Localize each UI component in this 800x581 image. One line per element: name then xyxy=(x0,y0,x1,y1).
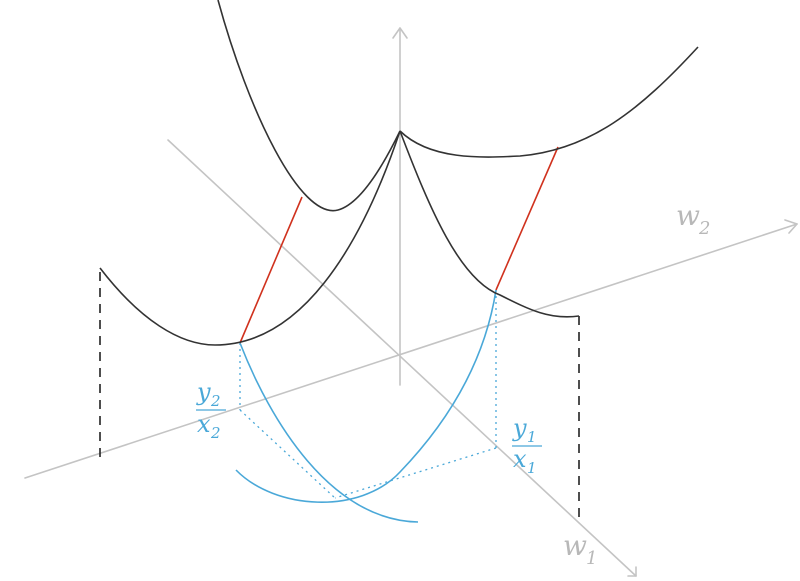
w2-axis xyxy=(24,223,798,479)
blue-parabola-2 xyxy=(235,289,497,503)
ratio-left-numerator-sub: 2 xyxy=(210,392,221,410)
residual-line-right xyxy=(495,146,559,291)
surface-back-right xyxy=(399,46,699,158)
w2-label-base: w xyxy=(676,199,700,232)
w1-label: w 1 xyxy=(563,529,597,569)
w2-label-sub: 2 xyxy=(698,218,710,239)
surface-front-right xyxy=(399,130,580,318)
surface-front-left xyxy=(99,130,401,346)
surface-back-left xyxy=(217,0,401,212)
ratio-right-denominator: x xyxy=(513,445,527,473)
w2-axis-arrowhead xyxy=(784,219,798,234)
w2-label: w 2 xyxy=(676,199,710,239)
ratio-right-numerator-sub: 1 xyxy=(527,428,537,446)
w1-label-base: w xyxy=(563,529,587,562)
ratio-label-left: y 2 x 2 xyxy=(196,378,226,442)
ratio-label-right: y 1 x 1 xyxy=(512,414,542,477)
ratio-left-denominator: x xyxy=(197,410,211,438)
vertical-axis-arrowhead xyxy=(392,27,408,39)
projection-floor-right xyxy=(334,447,497,499)
ratio-left-numerator: y xyxy=(196,378,211,406)
residual-line-left xyxy=(239,196,303,344)
w1-axis xyxy=(167,139,637,577)
ratio-left-denominator-sub: 2 xyxy=(210,424,221,442)
ratio-right-denominator-sub: 1 xyxy=(527,459,537,477)
blue-parabola-1 xyxy=(239,342,419,523)
ratio-right-numerator: y xyxy=(512,414,527,442)
w1-label-sub: 1 xyxy=(586,548,597,569)
w1-axis-arrowhead xyxy=(627,566,637,577)
